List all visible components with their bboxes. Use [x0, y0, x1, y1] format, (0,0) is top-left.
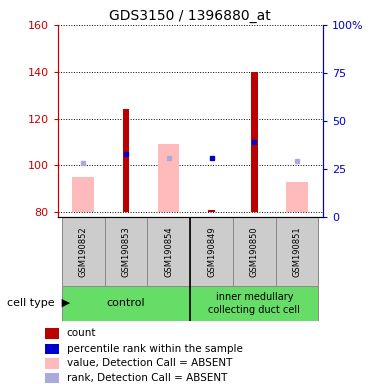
Title: GDS3150 / 1396880_at: GDS3150 / 1396880_at [109, 8, 271, 23]
Bar [123, 109, 129, 212]
Bar [209, 210, 215, 212]
Bar [72, 177, 94, 212]
Text: percentile rank within the sample: percentile rank within the sample [67, 344, 243, 354]
Text: count: count [67, 328, 96, 338]
Bar [45, 358, 59, 369]
Text: value, Detection Call = ABSENT: value, Detection Call = ABSENT [67, 358, 232, 368]
Bar [233, 217, 276, 286]
Bar [286, 182, 308, 212]
Bar [105, 217, 147, 286]
Bar [276, 217, 318, 286]
Text: inner medullary
collecting duct cell: inner medullary collecting duct cell [209, 292, 300, 314]
Text: rank, Detection Call = ABSENT: rank, Detection Call = ABSENT [67, 372, 227, 383]
Bar [45, 373, 59, 383]
Text: control: control [106, 298, 145, 308]
Bar [251, 72, 257, 212]
Text: GSM190852: GSM190852 [79, 226, 88, 277]
Text: GSM190849: GSM190849 [207, 226, 216, 277]
Bar [62, 217, 105, 286]
Bar [190, 286, 318, 321]
Bar [62, 286, 190, 321]
Text: cell type  ▶: cell type ▶ [7, 298, 70, 308]
Text: GSM190854: GSM190854 [164, 226, 173, 277]
Text: GSM190853: GSM190853 [121, 226, 131, 277]
Bar [147, 217, 190, 286]
Text: GSM190851: GSM190851 [293, 226, 302, 277]
Bar [45, 328, 59, 339]
Bar [190, 217, 233, 286]
Text: GSM190850: GSM190850 [250, 226, 259, 277]
Bar [45, 344, 59, 354]
Bar [158, 144, 180, 212]
